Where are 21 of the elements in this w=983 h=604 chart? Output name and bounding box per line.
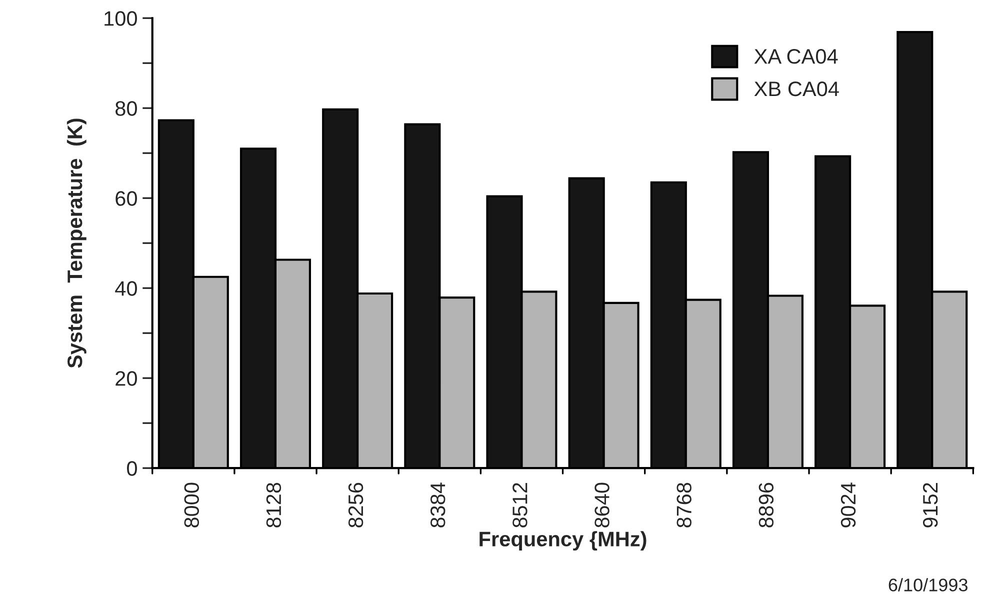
y-tick-label: 60 [116,191,137,206]
x-tick-label: 9152 [922,483,938,528]
x-tick-label: 8128 [266,482,282,528]
y-tick-label: 80 [116,101,137,116]
y-axis-title: System Temperature (K) [66,118,86,368]
y-tick-label: 40 [115,281,137,296]
legend-label: XA CA04 [754,49,838,64]
x-tick-label: 8640 [594,482,610,528]
x-tick-label: 8896 [758,482,774,528]
y-tick-label: 0 [127,461,137,476]
y-tick-label: 20 [116,371,137,386]
x-tick-label: 8256 [348,482,364,528]
x-tick-label: 8000 [184,482,199,528]
x-tick-label: 8512 [512,483,528,528]
y-tick-label: 100 [104,11,137,26]
x-tick-label: 9024 [840,482,856,528]
x-tick-label: 8768 [676,482,692,528]
text: 6/10/1993 [888,578,968,592]
x-tick-label: 8384 [430,482,446,528]
legend-label: XB CA04 [754,81,839,96]
x-axis-title: Frequency {MHz) [480,531,646,551]
